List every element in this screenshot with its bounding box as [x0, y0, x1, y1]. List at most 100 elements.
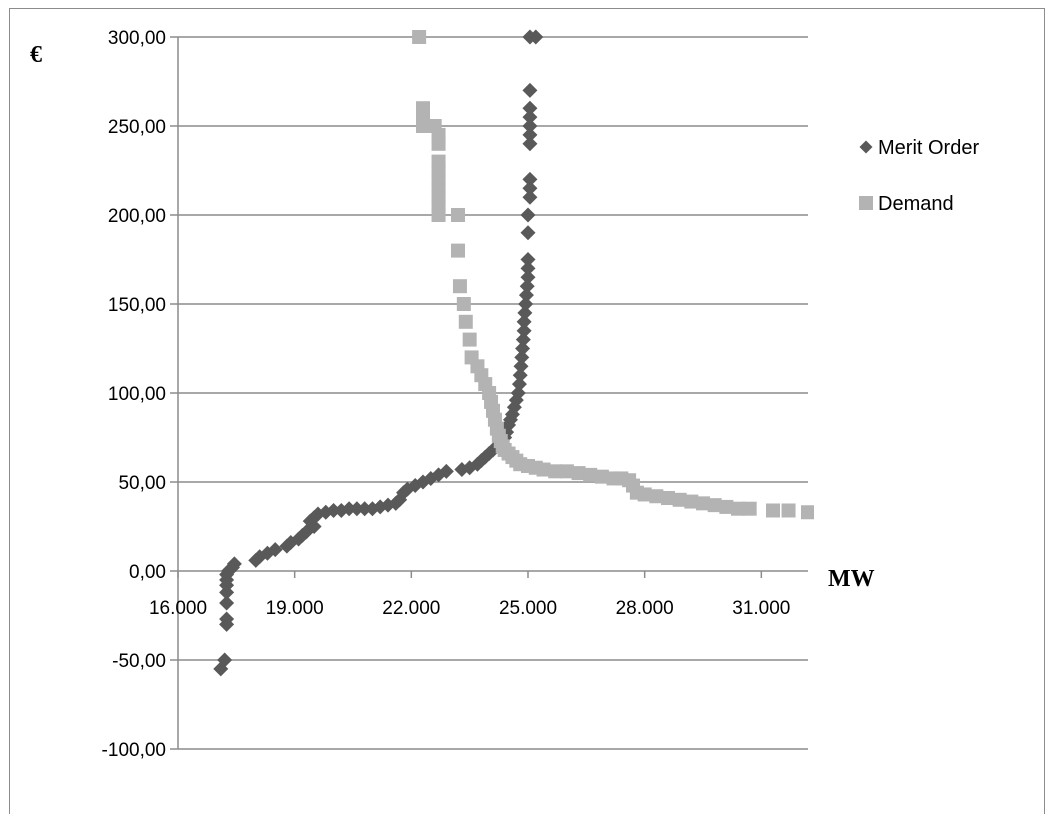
demand-point [824, 505, 838, 519]
series-demand [412, 30, 904, 523]
series-merit-order [213, 29, 544, 677]
merit-order-point [528, 29, 544, 45]
merit-order-point [219, 595, 235, 611]
x-tick-label: 22.000 [382, 598, 440, 619]
demand-point [801, 505, 814, 520]
demand-point [848, 507, 862, 521]
demand-point [451, 243, 465, 258]
x-axis-unit-label: MW [828, 566, 875, 592]
merit-order-point [349, 501, 365, 517]
axes [170, 36, 808, 750]
legend-label: Demand [878, 193, 954, 215]
demand-point [696, 496, 710, 511]
merit-order-point [520, 225, 536, 241]
merit-order-point [517, 305, 533, 321]
merit-order-point [516, 314, 532, 330]
y-tick-label: -50,00 [112, 651, 166, 672]
demand-point [890, 509, 904, 523]
merit-order-point [267, 542, 283, 558]
x-tick-label: 19.000 [266, 598, 324, 619]
demand-point [462, 332, 477, 347]
x-tick-label: 25.000 [499, 598, 557, 619]
demand-point [707, 498, 722, 513]
y-tick-label: 300,00 [108, 28, 166, 49]
demand-point [416, 119, 430, 133]
merit-order-point [516, 323, 532, 339]
merit-order-point [522, 136, 538, 152]
merit-order-point [511, 376, 527, 392]
merit-order-point [515, 341, 531, 356]
y-axis-unit-label: € [30, 42, 42, 68]
merit-order-point [520, 269, 536, 285]
merit-order-point [522, 82, 538, 98]
merit-order-point [226, 556, 242, 572]
merit-order-point [522, 109, 538, 125]
merit-order-point [520, 260, 536, 276]
merit-order-point [518, 296, 534, 312]
demand-point [661, 491, 675, 506]
legend-marker-demand [859, 196, 873, 210]
demand-point [879, 509, 893, 523]
demand-point [412, 30, 427, 44]
legend-marker-merit-order [859, 140, 873, 154]
merit-order-point [522, 100, 538, 116]
merit-order-point [513, 358, 529, 374]
demand-point [637, 487, 652, 502]
series-layer [213, 29, 904, 677]
merit-order-point [520, 252, 536, 267]
legend: Merit Order Demand [859, 137, 979, 215]
x-tick-label: 28.000 [616, 598, 674, 619]
demand-point [684, 494, 699, 509]
demand-point [583, 467, 598, 482]
y-tick-labels: 300,00 250,00 200,00 150,00 100,00 50,00 0,00 -… [102, 28, 166, 761]
merit-order-point [219, 611, 235, 627]
demand-point [536, 462, 551, 477]
demand-point [766, 503, 780, 518]
x-tick-labels: 16.000 19.000 22.000 25.000 28.000 31.000 [149, 598, 790, 619]
y-tick-label: 100,00 [108, 384, 166, 405]
merit-order-point [518, 287, 534, 303]
merit-order-point [512, 367, 528, 383]
merit-order-point [522, 171, 538, 187]
demand-point [649, 489, 664, 504]
demand-point [594, 469, 609, 484]
merit-order-point [217, 652, 233, 668]
x-tick-label: 16.000 [149, 598, 207, 619]
demand-point [548, 464, 563, 479]
demand-point [742, 501, 757, 516]
merit-order-point [357, 501, 373, 517]
legend-label: Merit Order [878, 137, 979, 159]
y-tick-label: 50,00 [118, 473, 166, 494]
demand-point [559, 464, 574, 479]
demand-point [781, 503, 796, 518]
merit-order-point [438, 463, 454, 479]
demand-point [571, 466, 586, 481]
demand-point [452, 279, 467, 294]
demand-point [431, 136, 446, 151]
merit-order-point [522, 127, 538, 143]
x-tick-label: 31.000 [732, 598, 790, 619]
y-tick-label: 150,00 [108, 295, 166, 316]
demand-point [458, 314, 473, 329]
merit-order-point [520, 207, 536, 223]
demand-point [456, 297, 471, 311]
merit-order-point [522, 189, 538, 205]
demand-point [863, 507, 877, 521]
demand-point [451, 208, 465, 222]
demand-point [431, 208, 446, 222]
merit-order-point [519, 278, 535, 294]
merit-order-point [522, 118, 538, 134]
y-tick-label: -100,00 [102, 740, 166, 761]
merit-order-point [515, 332, 531, 348]
demand-point [731, 501, 745, 516]
y-tick-label: 250,00 [108, 117, 166, 138]
y-tick-label: 200,00 [108, 206, 166, 227]
merit-order-point [510, 385, 526, 401]
demand-point [719, 499, 734, 514]
merit-order-point [522, 180, 538, 196]
demand-point [672, 492, 687, 507]
merit-order-point [514, 349, 530, 365]
y-tick-label: 0,00 [129, 562, 166, 583]
merit-order-point [326, 502, 342, 518]
